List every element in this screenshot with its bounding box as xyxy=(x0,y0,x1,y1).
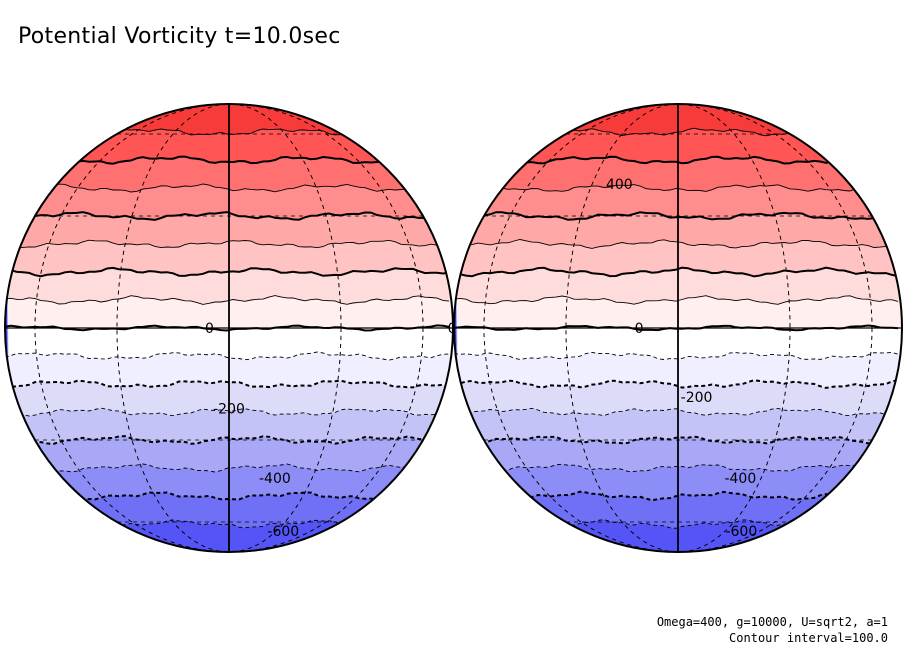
params-line-1: Omega=400, g=10000, U=sqrt2, a=1 xyxy=(656,615,888,629)
meridian-30 xyxy=(116,104,342,552)
contour-500 xyxy=(5,183,450,193)
contour-label: -400 xyxy=(724,471,756,487)
parameter-note: Omega=400, g=10000, U=sqrt2, a=1 Contour… xyxy=(657,614,888,646)
globe-right-outline xyxy=(453,103,903,553)
contour-400 xyxy=(454,211,899,221)
grid-right xyxy=(454,104,902,552)
contour-0 xyxy=(5,324,450,332)
meridian-30 xyxy=(565,104,791,552)
globe-left: 0 0 -200 -400 -600 xyxy=(4,103,457,553)
contour--100 xyxy=(454,351,899,360)
contour-400 xyxy=(5,211,450,221)
contour-300 xyxy=(454,239,899,249)
contour--300 xyxy=(5,407,450,417)
contour-100 xyxy=(5,295,450,305)
contour--600 xyxy=(5,491,450,501)
contour-500 xyxy=(454,184,899,192)
contour-200 xyxy=(454,266,899,278)
contour-label: 0 xyxy=(205,321,214,337)
meridian-60 xyxy=(483,104,873,552)
contour-100 xyxy=(454,295,899,305)
contour--100 xyxy=(5,351,450,361)
contour-label: -400 xyxy=(259,471,291,487)
contour--700 xyxy=(5,519,450,529)
contour--200 xyxy=(5,379,450,389)
contour--500 xyxy=(454,463,899,473)
meridian-60 xyxy=(34,104,424,552)
contour-label: -200 xyxy=(213,401,245,417)
contour--200 xyxy=(454,379,899,389)
contour-300 xyxy=(5,239,450,249)
globe-right: 400 0 -200 -400 -600 xyxy=(453,103,903,553)
params-line-2: Contour interval=100.0 xyxy=(729,631,888,645)
contour--400 xyxy=(5,435,450,446)
contour-label: 0 xyxy=(635,321,644,337)
labels-left: 0 0 -200 -400 -600 xyxy=(205,321,457,540)
contour-label: 400 xyxy=(606,177,633,193)
contour-label: -600 xyxy=(725,524,757,540)
contour-label: -600 xyxy=(267,524,299,540)
contour--400 xyxy=(454,435,899,445)
grid-left xyxy=(5,104,453,552)
contour--700 xyxy=(454,519,899,529)
contour--300 xyxy=(454,407,899,417)
contour-200 xyxy=(5,266,450,278)
contour-label: -200 xyxy=(681,390,713,406)
contour--500 xyxy=(5,463,450,473)
contour-label: 0 xyxy=(448,321,457,337)
labels-right: 400 0 -200 -400 -600 xyxy=(606,177,757,540)
chart-title: Potential Vorticity t=10.0sec xyxy=(18,24,341,49)
contour--600 xyxy=(454,490,899,502)
